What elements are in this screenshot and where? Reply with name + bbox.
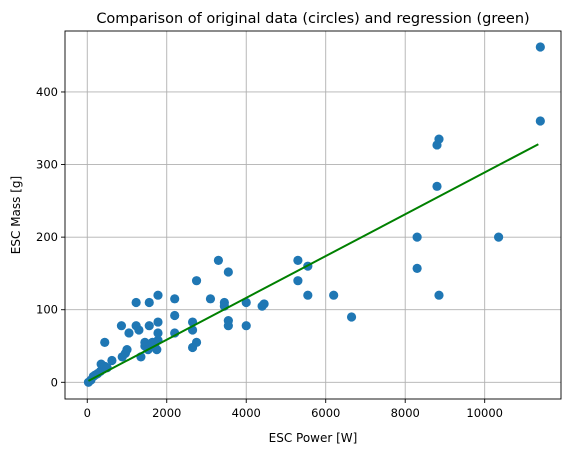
data-point [152,345,162,355]
data-point [303,290,313,300]
data-point [223,267,233,277]
x-axis-label: ESC Power [W] [269,431,358,445]
y-axis-label: ESC Mass [g] [9,176,23,254]
data-point [205,294,216,304]
data-point [535,42,545,52]
plot-data [83,42,545,387]
x-tick-label: 8000 [391,406,420,420]
data-point [140,337,150,347]
data-point [100,337,110,347]
data-point [116,321,127,331]
data-point [241,321,251,331]
data-point [329,290,339,300]
y-tick-label: 100 [36,303,58,317]
data-point [213,255,224,265]
data-point [153,317,163,327]
data-point [535,116,545,126]
plot-frame [64,30,562,400]
regression-line [87,143,539,382]
axis-ticks: 0 2000 4000 6000 8000 10000 0 100 200 300 400 [36,85,503,420]
x-tick-label: 6000 [311,406,340,420]
data-point [144,321,154,331]
x-tick-label: 2000 [152,406,181,420]
data-point [346,312,357,322]
y-tick-label: 300 [36,158,58,172]
data-point [124,328,134,338]
data-point [412,232,422,242]
chart-title: Comparison of original data (circles) an… [96,11,529,27]
data-point [434,290,444,300]
data-point [153,328,163,338]
data-point [144,297,154,308]
data-point [434,134,444,144]
x-tick-label: 10000 [466,406,503,420]
data-point [432,181,442,191]
grid [65,31,561,399]
data-point [153,290,163,300]
data-point [107,355,117,366]
data-point [134,325,144,335]
y-tick-label: 400 [36,85,58,99]
y-tick-label: 200 [36,230,58,244]
data-point [293,276,303,286]
data-point [131,297,141,308]
x-tick-label: 4000 [232,406,261,420]
data-point [191,337,202,347]
data-point [259,299,269,309]
y-tick-label: 0 [51,375,58,389]
data-point [170,310,180,321]
data-point [494,232,504,242]
data-point [191,276,202,286]
data-point [412,263,422,273]
data-point [122,345,132,355]
x-tick-label: 0 [84,406,91,420]
data-point [170,294,180,304]
data-point [223,321,233,331]
data-point [293,255,303,265]
